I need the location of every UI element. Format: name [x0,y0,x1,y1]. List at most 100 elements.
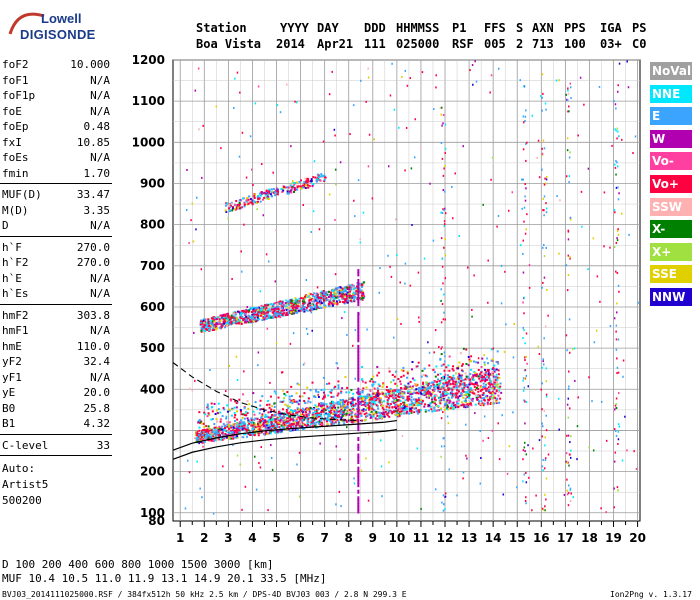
echo-point [378,414,381,417]
echo-point [292,400,295,403]
echo-point [408,406,411,409]
echo-point [224,209,227,212]
echo-point [203,429,206,432]
echo-point [211,329,214,332]
echo-point [277,421,279,424]
echo-point [410,411,413,414]
echo-point [290,394,293,397]
echo-point [279,307,282,310]
echo-point [525,143,527,146]
echo-point [296,411,299,414]
echo-point [248,309,251,312]
echo-point [443,390,446,393]
echo-point [340,410,343,413]
echo-point [499,382,502,385]
echo-point [565,264,568,267]
echo-point [230,399,233,402]
echo-point [352,286,355,289]
echo-point [201,176,203,179]
echo-point [197,67,200,70]
echo-point [326,293,329,296]
echo-point [568,385,570,388]
echo-point [243,370,245,373]
echo-point [199,433,202,436]
echo-point [512,411,514,414]
echo-point [445,402,448,405]
echo-point [209,428,212,431]
echo-point [199,320,202,323]
echo-point [433,388,436,391]
echo-point [405,126,408,129]
echo-point [401,75,403,78]
echo-point [463,405,466,408]
echo-point [566,289,569,292]
echo-point [240,413,243,416]
echo-point [391,373,394,376]
echo-point [499,397,502,400]
echo-point [615,186,618,189]
echo-point [357,311,360,316]
echo-point [451,185,453,188]
echo-point [229,210,232,213]
echo-point [398,399,401,402]
echo-point [411,361,414,364]
echo-points [184,60,639,515]
echo-point [460,369,463,372]
echo-point [409,385,412,388]
echo-point [241,315,244,318]
echo-point [457,402,460,405]
echo-point [421,71,424,74]
echo-point [453,385,455,388]
echo-point [628,233,630,236]
echo-point [232,316,235,319]
echo-point [267,421,270,424]
echo-point [523,369,526,372]
echo-point [452,386,455,389]
echo-point [264,415,267,418]
echo-point [233,436,236,439]
echo-point [215,432,218,435]
echo-point [277,412,280,415]
echo-point [321,406,324,409]
echo-point [412,402,415,405]
echo-point [286,422,289,425]
echo-point [523,446,526,449]
echo-point [349,290,352,293]
echo-point [305,184,308,187]
echo-point [198,437,201,440]
echo-point [458,372,460,375]
echo-point [252,309,255,312]
echo-point [454,392,457,395]
x-tick-label-9: 9 [369,531,377,545]
echo-point [224,426,227,429]
echo-point [565,175,568,178]
echo-point [431,396,434,399]
echo-point [308,408,311,411]
echo-point [413,411,416,414]
echo-point [354,402,357,405]
echo-point [215,105,218,108]
header-row1-cell-9: PPS [564,21,586,35]
echo-point [505,323,507,326]
echo-point [491,387,494,390]
echo-point [452,377,455,380]
echo-point [617,233,620,236]
echo-point [566,434,568,437]
echo-point [357,456,360,461]
echo-point [614,429,617,432]
echo-point [389,94,392,97]
echo-point [446,374,449,377]
echo-point [335,503,337,506]
echo-point [443,351,446,354]
echo-point [220,437,223,440]
echo-point [206,403,209,406]
param-name: fxI [2,135,22,149]
echo-point [215,433,218,436]
echo-point [295,392,298,395]
echo-point [420,375,423,378]
echo-point [336,401,339,404]
echo-point [333,411,336,414]
echo-point [319,404,322,407]
echo-point [452,365,455,368]
echo-point [280,416,283,419]
